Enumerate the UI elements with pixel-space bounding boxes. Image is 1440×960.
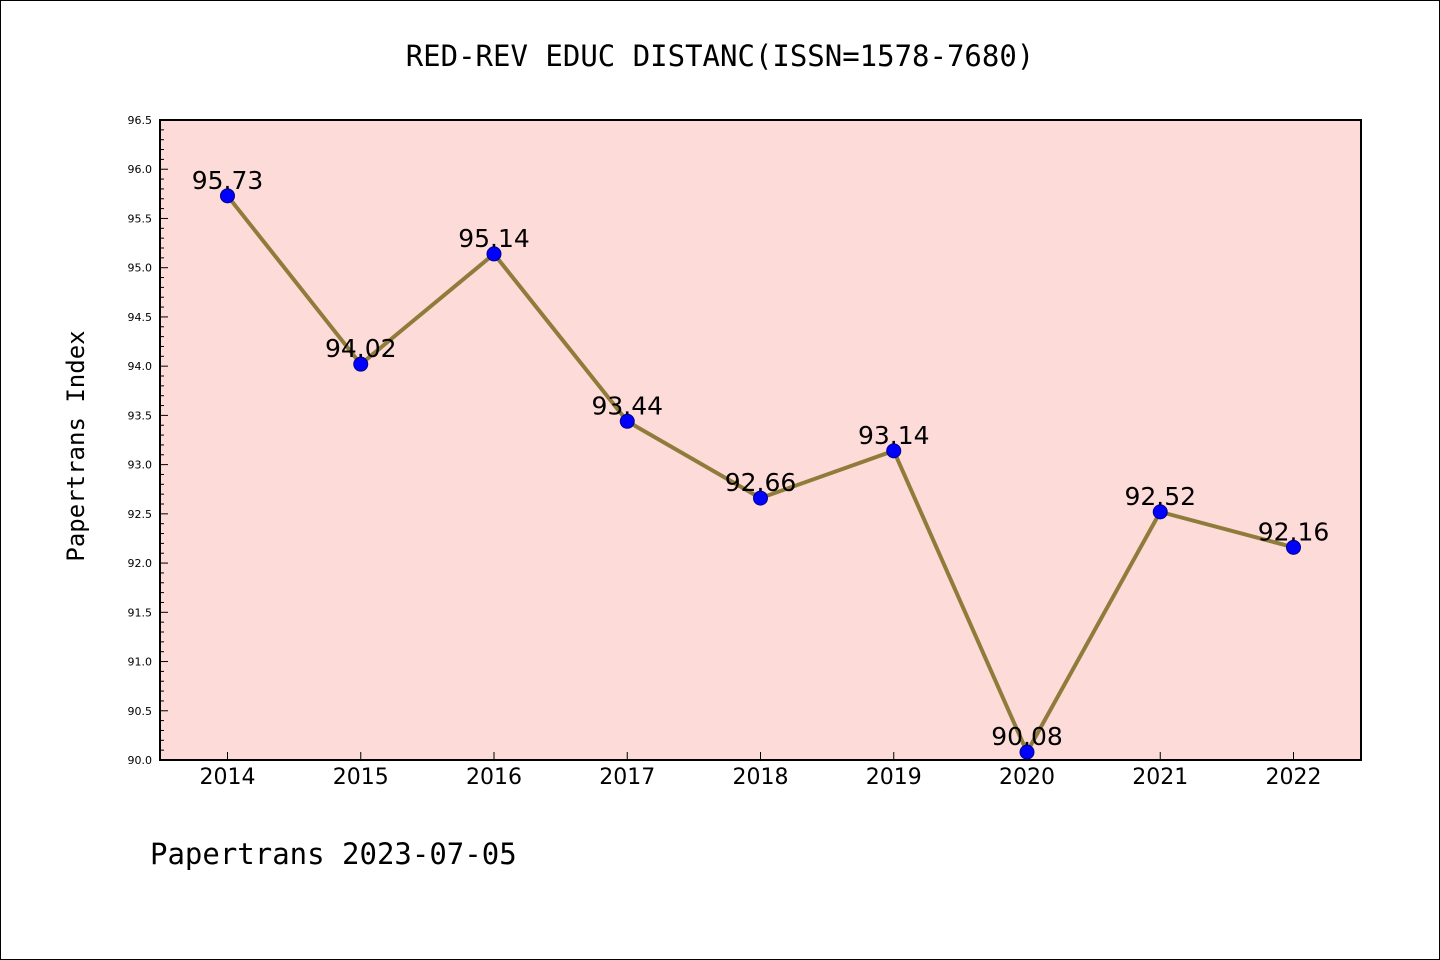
y-axis-label: Papertrans Index [62,330,90,561]
plot-border [159,119,1362,761]
data-point [753,490,768,506]
y-tick-label: 91.0 [128,656,153,669]
y-tick-label: 91.5 [128,606,153,619]
y-tick-label: 90.5 [128,705,153,718]
data-point [1286,539,1301,555]
y-tick-label: 90.0 [128,754,153,767]
data-point [220,188,235,204]
data-labels: 95.73 94.02 95.14 93.44 92.66 93.14 90.08 92.52… [192,166,1330,751]
data-point [619,413,635,429]
y-tick-label: 94.0 [128,360,153,373]
y-tick-label: 95.0 [128,262,153,275]
y-tick-label: 93.5 [128,409,153,422]
y-axis: 90.0 90.5 91.0 91.5 92.0 92.5 93.0 93.5 94.0 94.5… [128,114,168,767]
data-label: 92.66 [725,468,797,497]
footer-text: Papertrans 2023-07-05 [150,837,517,871]
data-markers [220,188,1301,760]
x-tick-label: 2019 [866,765,922,790]
x-tick-label: 2021 [1132,765,1188,790]
y-tick-label: 92.0 [128,557,153,570]
x-axis: 2014 2015 2016 2017 2018 2019 2020 2021 2022 [200,752,1322,790]
x-tick-label: 2022 [1266,765,1322,790]
data-point [486,246,502,262]
data-label: 92.52 [1124,482,1196,511]
data-label: 90.08 [991,722,1063,751]
data-label: 93.14 [858,421,930,450]
data-point [1152,504,1168,520]
data-label: 94.02 [325,334,397,363]
x-tick-label: 2015 [333,765,389,790]
x-tick-label: 2018 [733,765,789,790]
y-tick-label: 92.5 [128,508,153,521]
x-tick-label: 2016 [466,765,522,790]
y-tick-label: 96.0 [128,163,153,176]
data-point [353,356,369,372]
y-tick-label: 93.0 [128,459,153,472]
data-label: 95.73 [192,166,264,195]
x-tick-label: 2020 [999,765,1055,790]
data-point [886,443,902,459]
chart-title: RED-REV EDUC DISTANC(ISSN=1578-7680) [406,39,1035,73]
plot-area [160,120,1361,760]
y-tick-label: 95.5 [128,212,153,225]
y-tick-label: 96.5 [128,114,153,127]
x-tick-label: 2014 [200,765,256,790]
data-label: 95.14 [458,224,530,253]
x-tick-label: 2017 [599,765,655,790]
y-tick-label: 94.5 [128,311,153,324]
data-label: 93.44 [591,391,663,420]
data-label: 92.16 [1258,517,1330,546]
